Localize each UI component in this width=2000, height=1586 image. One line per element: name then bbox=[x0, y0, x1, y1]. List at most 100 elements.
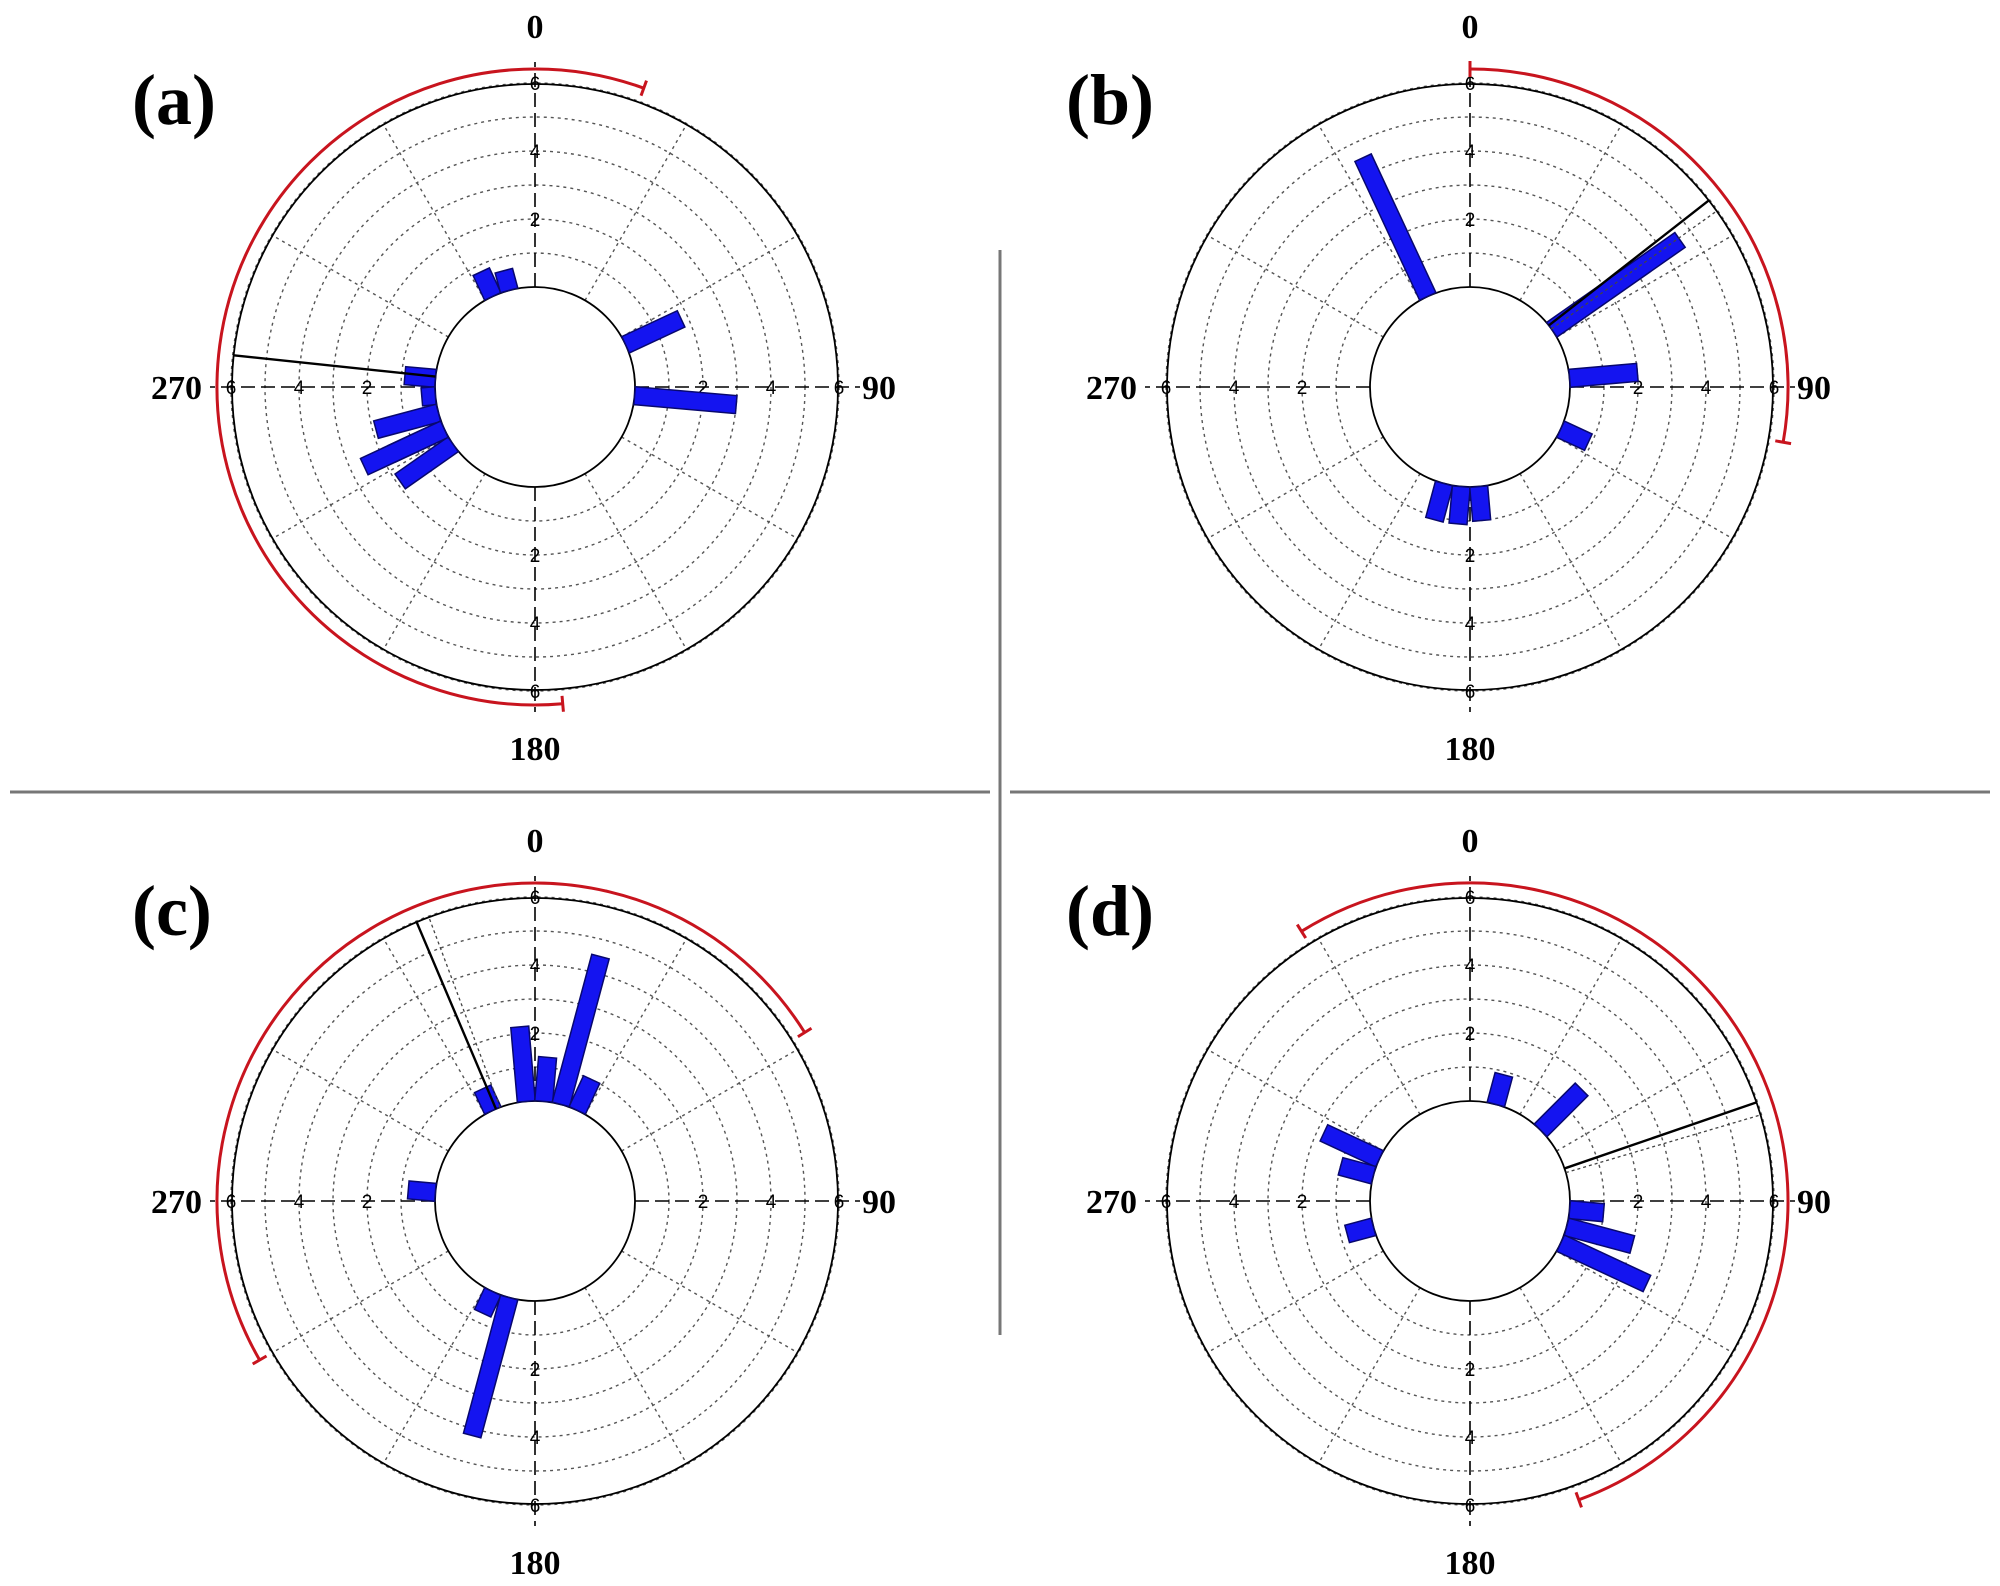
confidence-arc-path bbox=[1469, 67, 1790, 443]
tick-label-90-6: 6 bbox=[1769, 1192, 1780, 1213]
tick-label-0-6: 6 bbox=[530, 74, 541, 95]
tick-label-270-6: 6 bbox=[226, 378, 237, 399]
tick-label-270-2: 2 bbox=[362, 1192, 373, 1213]
mean-direction bbox=[233, 354, 436, 378]
confidence-arc bbox=[215, 67, 648, 712]
mean-direction-line bbox=[1548, 199, 1710, 327]
grid-spoke-150 bbox=[1519, 473, 1623, 650]
grid-spoke-300 bbox=[1207, 1048, 1384, 1152]
outer-circle bbox=[1166, 83, 1774, 691]
compass-label-270: 270 bbox=[151, 1184, 202, 1221]
rose-bar-2 bbox=[1568, 1199, 1606, 1223]
tick-label-90-4: 4 bbox=[1701, 1192, 1712, 1213]
compass-label-270: 270 bbox=[151, 370, 202, 407]
rose-bar-1 bbox=[533, 1055, 558, 1103]
grid-spoke-150 bbox=[584, 473, 688, 650]
compass-label-90: 90 bbox=[1797, 1184, 1831, 1221]
tick-label-180-6: 6 bbox=[530, 682, 541, 703]
tick-label-180-2: 2 bbox=[1465, 1360, 1476, 1381]
rose-bar-4 bbox=[1555, 1234, 1652, 1293]
rose-bar-3 bbox=[568, 1074, 601, 1116]
tick-label-180-4: 4 bbox=[530, 1428, 541, 1449]
tick-label-270-6: 6 bbox=[1161, 1192, 1172, 1213]
grid-spoke-330 bbox=[382, 938, 486, 1115]
tick-label-0-4: 4 bbox=[1465, 142, 1476, 163]
compass-label-90: 90 bbox=[862, 1184, 896, 1221]
grid-spoke-240 bbox=[1207, 436, 1384, 540]
tick-label-270-2: 2 bbox=[1297, 1192, 1308, 1213]
grid-spoke-210 bbox=[382, 473, 486, 650]
grid-ring-4 bbox=[298, 964, 772, 1438]
grid-spoke-330 bbox=[1317, 124, 1421, 301]
rose-bar-6 bbox=[1468, 485, 1492, 523]
rose-bar-0 bbox=[1353, 152, 1437, 302]
grid-spoke-210 bbox=[382, 1287, 486, 1464]
rose-bar-5 bbox=[1448, 485, 1472, 526]
grid-spoke-120 bbox=[621, 436, 798, 540]
tick-label-270-6: 6 bbox=[1161, 378, 1172, 399]
tick-label-90-2: 2 bbox=[698, 378, 709, 399]
rose-bar-8 bbox=[393, 435, 460, 490]
rose-bar-7 bbox=[1343, 1217, 1377, 1244]
confidence-arc-cap-0 bbox=[1295, 923, 1307, 939]
mean-direction-line bbox=[1564, 1101, 1757, 1170]
rose-bar-3 bbox=[633, 385, 738, 415]
mean-direction bbox=[1548, 199, 1718, 330]
grid-spoke-120 bbox=[621, 1250, 798, 1354]
tick-label-180-4: 4 bbox=[1465, 614, 1476, 635]
panel-c: (c) 0 90 180 270 2 4 6 2 4 6 2 4 6 2 4 6 bbox=[132, 823, 896, 1582]
compass-label-180: 180 bbox=[1445, 1545, 1496, 1582]
confidence-arc-cap-1 bbox=[639, 80, 648, 97]
panel-a: (a) 0 90 180 270 2 4 6 2 4 6 2 4 6 2 4 6 bbox=[132, 9, 896, 768]
tick-label-180-4: 4 bbox=[530, 614, 541, 635]
compass-label-180: 180 bbox=[510, 1545, 561, 1582]
grid-spoke-150 bbox=[1519, 1287, 1623, 1464]
compass-label-0: 0 bbox=[527, 823, 544, 860]
grid-spoke-120 bbox=[1556, 436, 1733, 540]
radial-tick-labels: 2 4 6 2 4 6 2 4 6 2 4 6 bbox=[226, 888, 845, 1517]
radial-tick-labels: 2 4 6 2 4 6 2 4 6 2 4 6 bbox=[1161, 888, 1780, 1517]
grid-spoke-60 bbox=[1556, 1048, 1733, 1152]
grid-spoke-30 bbox=[584, 938, 688, 1115]
inner-circle bbox=[434, 1100, 636, 1302]
compass-label-0: 0 bbox=[1462, 823, 1479, 860]
rose-bar-5 bbox=[420, 385, 437, 407]
tick-label-0-6: 6 bbox=[1465, 74, 1476, 95]
radial-tick-labels: 2 4 6 2 4 6 2 4 6 2 4 6 bbox=[226, 74, 845, 703]
grid-spoke-330 bbox=[382, 124, 486, 301]
rose-bar-5 bbox=[1319, 1123, 1385, 1168]
rose-bar-5 bbox=[406, 1180, 437, 1203]
mean-direction bbox=[415, 916, 501, 1110]
tick-label-0-2: 2 bbox=[1465, 210, 1476, 231]
panel-label: (b) bbox=[1066, 60, 1154, 140]
grid-spoke-30 bbox=[1519, 124, 1623, 301]
mean-direction bbox=[1564, 1101, 1761, 1174]
confidence-arc bbox=[215, 881, 813, 1366]
tick-label-0-2: 2 bbox=[530, 210, 541, 231]
panel-d: (d) 0 90 180 270 2 4 6 2 4 6 2 4 6 2 4 6 bbox=[1066, 823, 1831, 1582]
tick-label-180-2: 2 bbox=[530, 546, 541, 567]
grid-spoke-240 bbox=[272, 436, 449, 540]
tick-label-180-6: 6 bbox=[1465, 682, 1476, 703]
outer-circle bbox=[1166, 897, 1774, 1505]
grid-spoke-240 bbox=[1207, 1250, 1384, 1354]
panel-label: (c) bbox=[132, 871, 212, 951]
grid-ring-4 bbox=[1233, 150, 1707, 624]
panel-label: (a) bbox=[132, 60, 216, 140]
grid-spoke-240 bbox=[272, 1250, 449, 1354]
rose-bar-7 bbox=[462, 1294, 519, 1439]
radial-tick-labels: 2 4 6 2 4 6 2 4 6 2 4 6 bbox=[1161, 74, 1780, 703]
grid-spoke-60 bbox=[621, 1048, 798, 1152]
grid-spoke-150 bbox=[584, 1287, 688, 1464]
tick-label-180-6: 6 bbox=[1465, 1496, 1476, 1517]
tick-label-270-4: 4 bbox=[1229, 1192, 1240, 1213]
rose-bar-9 bbox=[359, 420, 450, 476]
rose-bar-2 bbox=[1568, 362, 1639, 389]
outer-circle bbox=[231, 897, 839, 1505]
grid-spoke-120 bbox=[1556, 1250, 1733, 1354]
confidence-arc-cap-1 bbox=[1574, 1491, 1583, 1508]
rose-bars bbox=[1319, 1071, 1652, 1293]
confidence-arc-cap-1 bbox=[1775, 439, 1792, 446]
confidence-arc bbox=[1295, 881, 1790, 1508]
